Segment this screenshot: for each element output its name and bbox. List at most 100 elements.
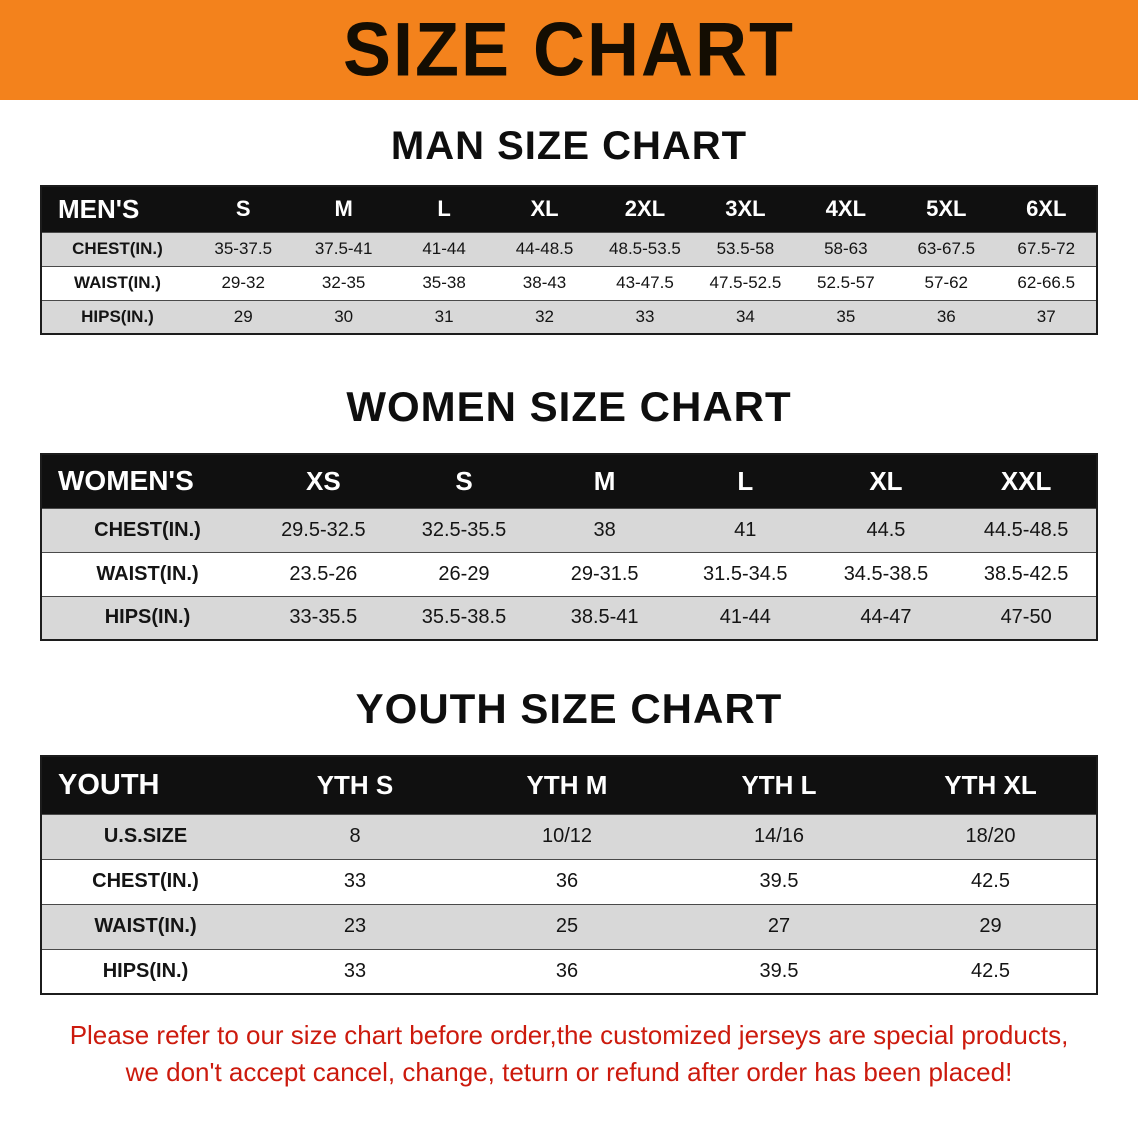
measurement-label: U.S.SIZE xyxy=(103,825,188,847)
size-value-cell: 35-38 xyxy=(422,273,466,292)
size-value-cell: 23 xyxy=(343,915,367,937)
size-value-cell: 29 xyxy=(979,915,1002,937)
measurement-row: WAIST(IN.) 23.5-26 26-29 29-31.5 31.5-34.5 34… xyxy=(41,552,1097,596)
size-value-cell: 37 xyxy=(1036,306,1056,326)
measurement-row: HIPS(IN.) 29 30 31 32 33 34 35 36 37 xyxy=(41,300,1097,334)
size-column-header: YTH XL xyxy=(885,756,1097,814)
size-value-cell: 44.5-48.5 xyxy=(983,518,1069,541)
size-column-header: 2XL xyxy=(594,186,696,232)
size-value-cell: 10/12 xyxy=(541,825,593,847)
size-value-cell: 8 xyxy=(349,825,361,847)
measurement-label: HIPS(IN.) xyxy=(104,606,191,629)
size-column-header: M xyxy=(534,454,675,508)
men-size-table: MEN'S S M L XL 2XL 3XL 4XL 5XL 6XL CHEST(IN.) 35-37… xyxy=(40,185,1098,335)
disclaimer: Please refer to our size chart before or… xyxy=(0,1017,1138,1091)
measurement-row: CHEST(IN.) 33 36 39.5 42.5 xyxy=(41,859,1097,904)
size-value-cell: 35 xyxy=(836,306,856,326)
size-value-cell: 32 xyxy=(535,306,554,326)
size-column-header: 3XL xyxy=(695,186,796,232)
size-value-cell: 29-32 xyxy=(221,273,265,292)
size-value-cell: 26-29 xyxy=(438,562,490,585)
women-size-table: WOMEN'S XS S M L XL XXL CHEST(IN.) 29.5-32.5 32.5… xyxy=(40,453,1098,641)
size-value-cell: 27 xyxy=(767,915,791,937)
size-value-cell: 42.5 xyxy=(971,959,1010,982)
measurement-label: HIPS(IN.) xyxy=(102,959,189,982)
youth-size-table: YOUTH YTH S YTH M YTH L YTH XL U.S.SIZE 8 10/12… xyxy=(40,755,1098,995)
measurement-row: HIPS(IN.) 33 36 39.5 42.5 xyxy=(41,949,1097,994)
size-column-header: 5XL xyxy=(896,186,997,232)
size-value-cell: 43-47.5 xyxy=(616,273,674,292)
size-column-header: 4XL xyxy=(795,186,897,232)
size-value-cell: 44-48.5 xyxy=(515,239,574,258)
size-column-header: YTH S xyxy=(249,756,461,814)
size-column-header: S xyxy=(193,186,294,232)
measurement-label: CHEST(IN.) xyxy=(94,518,201,541)
size-column-header: XS xyxy=(253,454,394,508)
size-chart-banner: SIZE CHART xyxy=(0,0,1138,100)
size-value-cell: 58-63 xyxy=(824,239,868,258)
size-value-cell: 34.5-38.5 xyxy=(843,562,929,585)
size-value-cell: 36 xyxy=(555,870,579,892)
size-value-cell: 47.5-52.5 xyxy=(709,273,782,292)
size-value-cell: 31 xyxy=(434,306,454,326)
size-value-cell: 39.5 xyxy=(759,870,799,892)
size-value-cell: 35.5-38.5 xyxy=(421,606,507,629)
size-value-cell: 62-66.5 xyxy=(1017,273,1076,292)
size-value-cell: 25 xyxy=(555,915,579,937)
table-header-row: MEN'S S M L XL 2XL 3XL 4XL 5XL 6XL xyxy=(41,186,1097,232)
size-value-cell: 37.5-41 xyxy=(314,239,373,258)
size-value-cell: 67.5-72 xyxy=(1017,239,1076,258)
measurement-label: CHEST(IN.) xyxy=(72,239,163,258)
size-value-cell: 48.5-53.5 xyxy=(609,239,681,258)
size-column-header: XL xyxy=(494,186,595,232)
disclaimer-line-1: Please refer to our size chart before or… xyxy=(69,1020,1069,1050)
size-value-cell: 41 xyxy=(734,518,757,541)
size-value-cell: 35-37.5 xyxy=(214,239,273,258)
size-value-cell: 30 xyxy=(334,306,354,326)
size-value-cell: 31.5-34.5 xyxy=(703,562,788,585)
size-value-cell: 41-44 xyxy=(719,606,771,629)
size-value-cell: 38 xyxy=(593,518,616,541)
size-column-header: XXL xyxy=(956,454,1097,508)
measurement-row: CHEST(IN.) 29.5-32.5 32.5-35.5 38 41 44.5 44.5… xyxy=(41,508,1097,552)
size-value-cell: 33-35.5 xyxy=(289,606,358,629)
table-corner-label: MEN'S xyxy=(41,186,193,232)
table-header-row: WOMEN'S XS S M L XL XXL xyxy=(41,454,1097,508)
size-value-cell: 39.5 xyxy=(759,959,799,982)
measurement-label: WAIST(IN.) xyxy=(94,915,197,937)
size-value-cell: 33 xyxy=(343,870,367,892)
measurement-row: CHEST(IN.) 35-37.5 37.5-41 41-44 44-48.5 48.5… xyxy=(41,232,1097,266)
measurement-label: WAIST(IN.) xyxy=(96,562,199,585)
men-section-heading: MAN SIZE CHART xyxy=(390,124,748,168)
size-value-cell: 36 xyxy=(936,306,956,326)
size-value-cell: 38.5-42.5 xyxy=(983,562,1069,585)
measurement-row: WAIST(IN.) 29-32 32-35 35-38 38-43 43-47.5 47.… xyxy=(41,266,1097,300)
size-value-cell: 29-31.5 xyxy=(570,562,639,585)
size-value-cell: 32.5-35.5 xyxy=(421,518,507,541)
measurement-label: CHEST(IN.) xyxy=(92,870,199,892)
measurement-row: HIPS(IN.) 33-35.5 35.5-38.5 38.5-41 41-44 44-… xyxy=(41,596,1097,640)
size-column-header: S xyxy=(393,454,535,508)
size-value-cell: 53.5-58 xyxy=(716,239,775,258)
size-value-cell: 14/16 xyxy=(753,825,805,847)
size-value-cell: 34 xyxy=(735,306,755,326)
measurement-row: U.S.SIZE 8 10/12 14/16 18/20 xyxy=(41,814,1097,859)
size-column-header: M xyxy=(293,186,394,232)
size-column-header: L xyxy=(674,454,816,508)
size-value-cell: 47-50 xyxy=(1000,606,1052,629)
measurement-label: HIPS(IN.) xyxy=(81,306,154,326)
size-value-cell: 52.5-57 xyxy=(817,273,875,292)
page-title: SIZE CHART xyxy=(343,7,795,93)
size-column-header: YTH M xyxy=(461,756,673,814)
size-value-cell: 44-47 xyxy=(860,606,912,629)
size-value-cell: 38.5-41 xyxy=(570,606,639,629)
size-value-cell: 23.5-26 xyxy=(289,562,358,585)
size-value-cell: 57-62 xyxy=(924,273,969,292)
size-value-cell: 38-43 xyxy=(522,273,567,292)
size-value-cell: 29.5-32.5 xyxy=(281,518,366,541)
size-value-cell: 33 xyxy=(343,959,367,982)
disclaimer-line-2: we don't accept cancel, change, teturn o… xyxy=(125,1057,1013,1087)
size-value-cell: 32-35 xyxy=(321,273,366,292)
men-section: MAN SIZE CHART MEN'S S M L XL 2XL 3XL 4XL 5XL 6XL… xyxy=(0,124,1138,335)
size-value-cell: 18/20 xyxy=(965,825,1016,847)
